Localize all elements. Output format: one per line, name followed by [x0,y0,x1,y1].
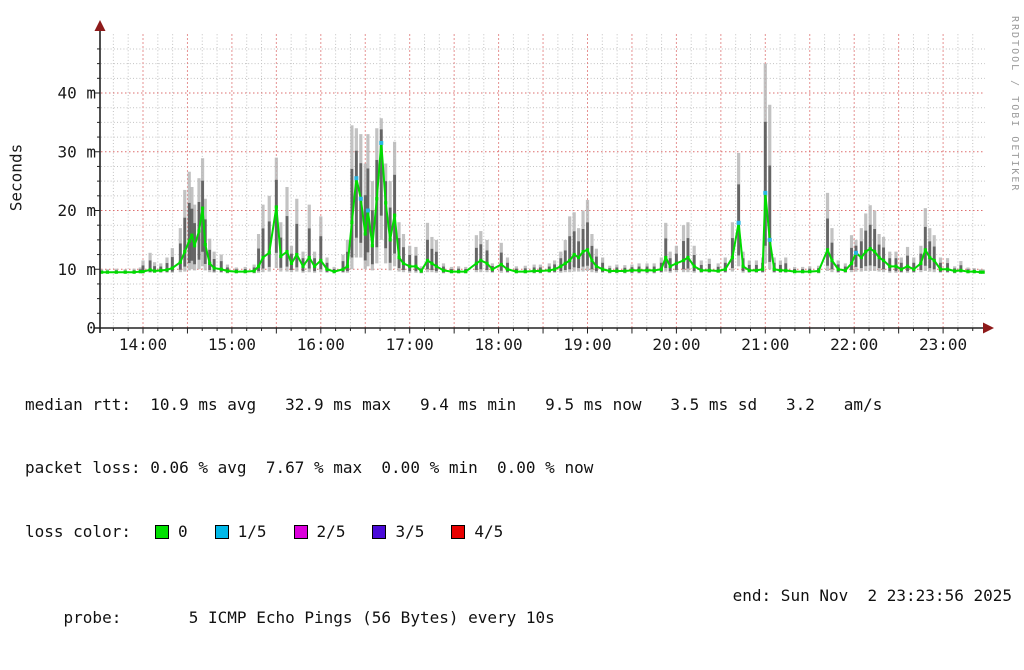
svg-text:20:00: 20:00 [652,335,700,354]
svg-text:14:00: 14:00 [119,335,167,354]
svg-text:10 m: 10 m [57,260,96,279]
svg-text:23:00: 23:00 [919,335,967,354]
loss-swatch-icon [451,525,466,540]
loss-swatch-icon [155,525,169,540]
loss-item-label: 1/5 [237,522,267,542]
median-rtt-stats: median rtt: 10.9 ms avg 32.9 ms max 9.4 … [25,394,883,414]
svg-text:15:00: 15:00 [208,335,256,354]
rrdtool-watermark: RRDTOOL / TOBI OETIKER [1009,16,1020,193]
svg-text:22:00: 22:00 [830,335,878,354]
loss-item: 3/5 [372,521,424,542]
loss-swatch-icon [293,525,308,540]
y-axis-title: Seconds [6,143,26,212]
loss-color-label: loss color: [25,522,131,542]
svg-text:18:00: 18:00 [475,335,523,354]
svg-text:30 m: 30 m [57,142,96,161]
svg-text:0: 0 [86,319,96,338]
loss-item: 4/5 [451,521,503,542]
loss-item: 1/5 [214,521,267,542]
loss-swatch-icon [372,525,387,540]
svg-text:20 m: 20 m [57,201,96,220]
packet-loss-stats: packet loss: 0.06 % avg 7.67 % max 0.00 … [25,458,594,478]
loss-item: 2/5 [293,521,346,542]
loss-item-label: 3/5 [395,522,425,542]
svg-text:21:00: 21:00 [741,335,789,354]
probe-text: probe: 5 ICMP Echo Pings (56 Bytes) ever… [63,607,555,627]
svg-text:16:00: 16:00 [297,335,345,354]
end-timestamp: end: Sun Nov 2 23:23:56 2025 [732,586,1012,606]
loss-color-items: 0 1/5 2/5 3/5 4/5 [155,521,530,542]
graph-footer: median rtt: 10.9 ms avg 32.9 ms max 9.4 … [25,351,1012,628]
loss-swatch-icon [214,525,229,540]
svg-text:17:00: 17:00 [386,335,434,354]
loss-item-label: 2/5 [316,522,346,542]
svg-text:19:00: 19:00 [563,335,611,354]
loss-item-label: 0 [178,522,188,542]
latency-graph: 14:00 15:00 16:00 17:00 18:00 19:00 20:00 21:00… [57,20,994,354]
loss-item-label: 4/5 [474,522,504,542]
loss-item: 0 [155,521,188,542]
probe-info: probe: 5 ICMP Echo Pings (56 Bytes) ever… [25,585,1012,626]
loss-color-legend: loss color: 0 1/5 2/5 3/5 4/5 [25,521,1012,542]
svg-text:40 m: 40 m [57,84,96,103]
